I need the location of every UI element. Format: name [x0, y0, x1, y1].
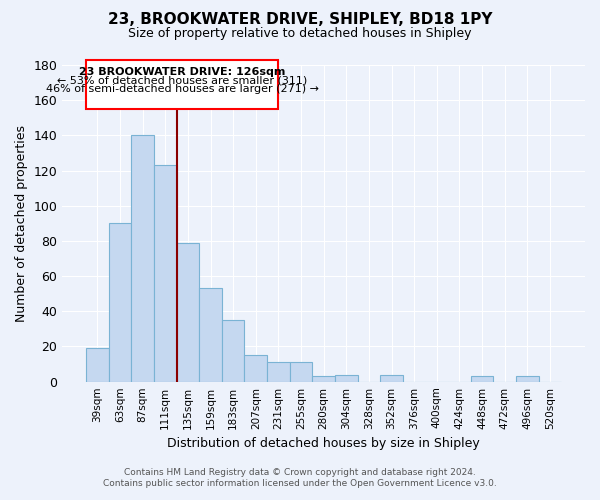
Bar	[222, 320, 244, 382]
Text: Contains HM Land Registry data © Crown copyright and database right 2024.
Contai: Contains HM Land Registry data © Crown c…	[103, 468, 497, 487]
Bar	[516, 376, 539, 382]
Bar	[109, 224, 131, 382]
Bar	[267, 362, 290, 382]
Bar	[154, 166, 176, 382]
Bar	[380, 374, 403, 382]
Bar	[290, 362, 313, 382]
X-axis label: Distribution of detached houses by size in Shipley: Distribution of detached houses by size …	[167, 437, 480, 450]
Bar	[471, 376, 493, 382]
Text: Size of property relative to detached houses in Shipley: Size of property relative to detached ho…	[128, 28, 472, 40]
Bar	[199, 288, 222, 382]
Bar	[131, 136, 154, 382]
Text: 23 BROOKWATER DRIVE: 126sqm: 23 BROOKWATER DRIVE: 126sqm	[79, 67, 286, 77]
Bar	[176, 242, 199, 382]
Text: 46% of semi-detached houses are larger (271) →: 46% of semi-detached houses are larger (…	[46, 84, 319, 94]
Text: 23, BROOKWATER DRIVE, SHIPLEY, BD18 1PY: 23, BROOKWATER DRIVE, SHIPLEY, BD18 1PY	[108, 12, 492, 28]
Bar	[86, 348, 109, 382]
FancyBboxPatch shape	[86, 60, 278, 109]
Bar	[244, 356, 267, 382]
Text: ← 53% of detached houses are smaller (311): ← 53% of detached houses are smaller (31…	[57, 76, 307, 86]
Y-axis label: Number of detached properties: Number of detached properties	[15, 125, 28, 322]
Bar	[335, 374, 358, 382]
Bar	[313, 376, 335, 382]
